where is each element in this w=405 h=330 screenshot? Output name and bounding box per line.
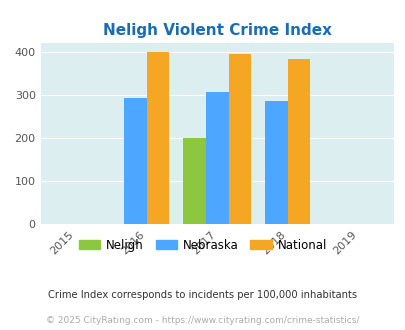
Bar (124, 98, 146, 224)
Bar (146, 52, 169, 224)
Legend: Neligh, Nebraska, National: Neligh, Nebraska, National (74, 234, 331, 256)
Bar (183, 138, 205, 224)
Bar (228, 54, 251, 224)
Title: Neligh Violent Crime Index: Neligh Violent Crime Index (102, 22, 331, 38)
Bar (287, 59, 310, 224)
Text: © 2025 CityRating.com - https://www.cityrating.com/crime-statistics/: © 2025 CityRating.com - https://www.city… (46, 316, 359, 325)
Text: Crime Index corresponds to incidents per 100,000 inhabitants: Crime Index corresponds to incidents per… (48, 290, 357, 300)
Bar (205, 92, 228, 224)
Bar (264, 101, 287, 224)
